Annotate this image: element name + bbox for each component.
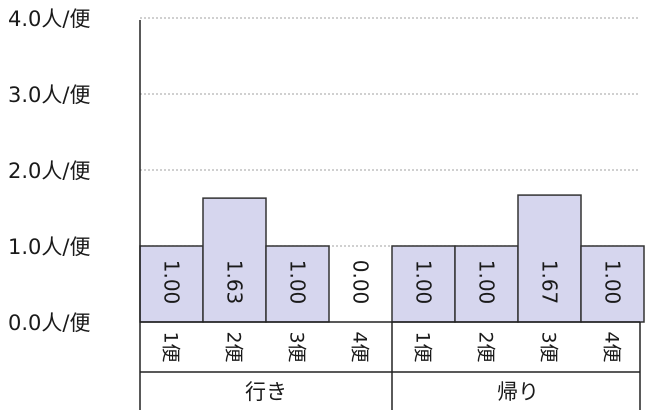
value-label-2: 1.63 <box>223 260 247 305</box>
bar-6 <box>454 245 519 323</box>
group-label-2: 帰り <box>497 380 539 404</box>
category-label-2: 2便 <box>223 331 245 362</box>
bar-7 <box>517 194 582 323</box>
value-label-3: 1.00 <box>286 260 310 305</box>
value-label-7: 1.67 <box>538 260 562 305</box>
y-tick-label-0: 0.0人/便 <box>8 311 90 335</box>
value-label-5: 1.00 <box>412 260 436 305</box>
category-label-3: 3便 <box>286 331 308 362</box>
category-label-5: 1便 <box>412 331 434 362</box>
labels: 0.0人/便 1.0人/便 2.0人/便 3.0人/便 4.0人/便 1.00 1便 1.63… <box>8 7 625 404</box>
y-tick-label-2: 2.0人/便 <box>8 159 90 183</box>
category-label-1: 1便 <box>160 331 182 362</box>
group-label-1: 行き <box>245 380 287 404</box>
value-label-4: 0.00 <box>349 260 373 305</box>
bar-5 <box>391 245 456 323</box>
bars <box>139 194 645 323</box>
y-tick-label-3: 3.0人/便 <box>8 83 90 107</box>
category-label-4: 4便 <box>349 331 371 362</box>
axes <box>139 20 641 410</box>
category-label-7: 3便 <box>538 331 560 362</box>
y-tick-label-4: 4.0人/便 <box>8 7 90 31</box>
value-label-1: 1.00 <box>160 260 184 305</box>
bar-8 <box>580 245 645 323</box>
category-label-8: 4便 <box>601 331 623 362</box>
bar-3 <box>265 245 330 323</box>
value-label-6: 1.00 <box>475 260 499 305</box>
category-label-6: 2便 <box>475 331 497 362</box>
y-tick-label-1: 1.0人/便 <box>8 235 90 259</box>
value-label-8: 1.00 <box>601 260 625 305</box>
